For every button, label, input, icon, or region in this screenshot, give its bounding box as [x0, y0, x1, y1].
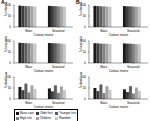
svg-text:Contact matrix: Contact matrix — [34, 105, 54, 108]
svg-text:Seasonal: Seasonal — [52, 29, 65, 33]
svg-text:% hospitalized: % hospitalized — [8, 36, 9, 52]
html-text:Random: Random — [59, 116, 71, 120]
svg-text:50: 50 — [8, 86, 11, 90]
svg-text:Contact matrix: Contact matrix — [109, 69, 129, 72]
svg-text:50: 50 — [8, 14, 11, 18]
svg-text:Seasonal: Seasonal — [127, 101, 140, 105]
svg-text:Seasonal: Seasonal — [127, 65, 140, 69]
svg-text:% deaths averted: % deaths averted — [79, 72, 83, 88]
svg-text:Seasonal: Seasonal — [127, 29, 140, 33]
svg-text:100: 100 — [81, 75, 86, 80]
svg-text:Mass: Mass — [25, 29, 33, 33]
svg-text:0: 0 — [84, 97, 86, 101]
svg-text:Contact matrix: Contact matrix — [109, 33, 129, 36]
svg-text:% hospitalized: % hospitalized — [79, 36, 83, 52]
svg-text:Mass: Mass — [100, 65, 108, 69]
svg-text:Mass: Mass — [25, 101, 33, 105]
svg-text:Contact matrix: Contact matrix — [34, 33, 54, 36]
svg-text:0: 0 — [9, 97, 11, 101]
svg-text:Seasonal: Seasonal — [52, 101, 65, 105]
svg-text:Mass: Mass — [100, 29, 108, 33]
svg-text:100: 100 — [81, 39, 86, 44]
svg-text:50: 50 — [83, 86, 87, 90]
svg-text:% deaths averted: % deaths averted — [8, 72, 9, 88]
svg-text:100: 100 — [8, 75, 11, 79]
svg-text:0: 0 — [9, 61, 11, 65]
svg-text:Contact matrix: Contact matrix — [109, 105, 129, 108]
html-text:Base case: Base case — [20, 111, 34, 115]
svg-text:100: 100 — [81, 3, 86, 8]
svg-text:Mass: Mass — [25, 65, 33, 69]
html-text:Older first: Older first — [39, 111, 53, 115]
svg-text:% infected: % infected — [8, 2, 9, 16]
svg-text:Contact matrix: Contact matrix — [34, 69, 54, 72]
html-text:B: B — [76, 0, 80, 5]
svg-text:0: 0 — [84, 25, 86, 29]
svg-text:0: 0 — [9, 25, 11, 29]
svg-text:50: 50 — [83, 50, 87, 54]
svg-text:50: 50 — [83, 14, 87, 18]
svg-text:100: 100 — [8, 3, 11, 7]
svg-text:100: 100 — [8, 39, 11, 43]
html-text:A: A — [1, 0, 5, 5]
svg-text:Mass: Mass — [100, 101, 108, 105]
svg-text:% infected: % infected — [79, 2, 83, 16]
svg-text:50: 50 — [8, 50, 11, 54]
html-text:Children: Children — [39, 116, 51, 120]
html-text:Younger first: Younger first — [59, 111, 76, 115]
svg-text:0: 0 — [84, 61, 86, 65]
html-text:High risk: High risk — [20, 116, 32, 120]
svg-text:Seasonal: Seasonal — [52, 65, 65, 69]
